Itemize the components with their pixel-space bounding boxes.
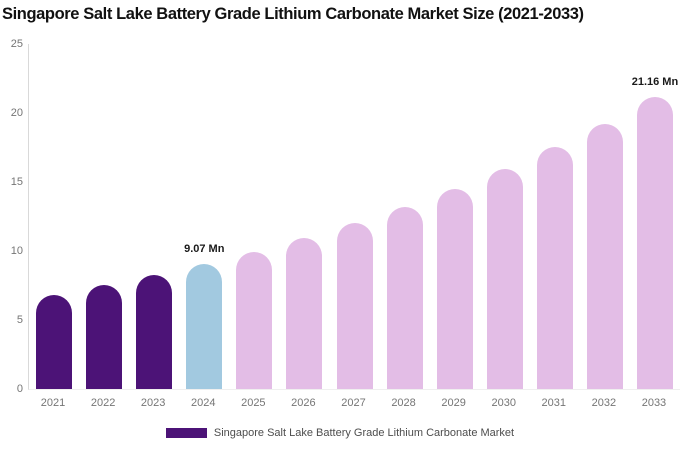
- legend-label: Singapore Salt Lake Battery Grade Lithiu…: [213, 427, 515, 439]
- y-axis-tick-label: 20: [10, 106, 23, 119]
- bar-2026[interactable]: [286, 238, 323, 389]
- x-axis-tick-label: 2023: [140, 397, 166, 409]
- y-axis-tick-label: 25: [10, 37, 23, 50]
- x-axis: 2021 2022 2023 2024 2025 2026 2027 2028 2029 2030…: [28, 397, 679, 411]
- bar-2032[interactable]: [586, 123, 623, 389]
- y-axis-tick-label: 5: [16, 313, 23, 326]
- legend-item[interactable]: Singapore Salt Lake Battery Grade Lithiu…: [0, 424, 680, 442]
- x-axis-tick-label: 2031: [541, 397, 567, 409]
- x-axis-tick-label: 2027: [341, 397, 366, 409]
- y-axis: 0 5 10 15 20 25: [0, 38, 23, 395]
- bar-2033[interactable]: [636, 97, 673, 389]
- x-axis-tick-label: 2033: [641, 397, 667, 409]
- x-axis-tick-label: 2029: [441, 397, 466, 409]
- y-axis-tick-label: 10: [10, 244, 23, 257]
- x-axis-tick-label: 2022: [90, 397, 116, 409]
- bar-2022[interactable]: [86, 285, 123, 389]
- x-axis-tick-label: 2028: [391, 397, 416, 409]
- bar-2031[interactable]: [536, 147, 573, 389]
- bar-2029[interactable]: [436, 188, 473, 389]
- x-axis-tick-label: 2024: [191, 397, 216, 409]
- bar-2025[interactable]: [236, 251, 273, 389]
- chart-title: Singapore Salt Lake Battery Grade Lithiu…: [2, 5, 584, 23]
- bar-2030[interactable]: [486, 169, 523, 389]
- bar-value-label: 21.16 Mn: [631, 76, 679, 88]
- x-axis-tick-label: 2032: [591, 397, 617, 409]
- bar-2021[interactable]: [36, 294, 73, 389]
- x-axis-tick-label: 2026: [291, 397, 316, 409]
- plot-area: 9.07 Mn 21.16 Mn: [28, 44, 680, 390]
- bar-2027[interactable]: [336, 223, 373, 389]
- x-axis-tick-label: 2025: [241, 397, 266, 409]
- x-axis-tick-label: 2021: [40, 397, 66, 409]
- bar-value-label: 9.07 Mn: [184, 242, 225, 255]
- legend-swatch-icon: [165, 428, 207, 438]
- x-axis-tick-label: 2030: [491, 397, 516, 409]
- bar-2024[interactable]: [186, 263, 223, 389]
- bar-2023[interactable]: [136, 275, 173, 389]
- bar-2028[interactable]: [386, 206, 423, 389]
- y-axis-tick-label: 15: [10, 175, 23, 188]
- y-axis-tick-label: 0: [16, 382, 23, 395]
